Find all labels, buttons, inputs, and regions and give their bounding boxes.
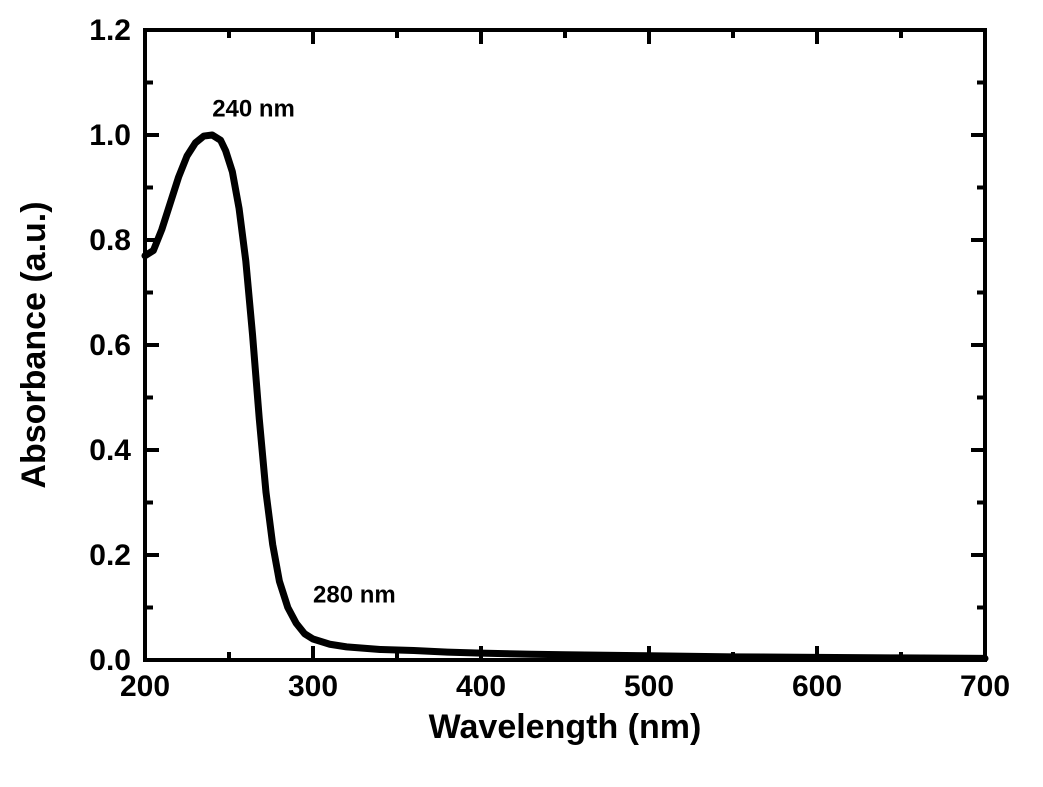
absorbance-chart: 200300400500600700 0.00.20.40.60.81.01.2… [0, 0, 1043, 787]
x-tick-label: 600 [792, 670, 842, 703]
x-tick-label: 400 [456, 670, 506, 703]
y-tick-label: 1.0 [89, 119, 131, 152]
y-tick-label: 0.4 [89, 434, 131, 467]
y-tick-label: 1.2 [89, 14, 131, 47]
annotation-label: 280 nm [313, 581, 396, 608]
x-tick-label: 300 [288, 670, 338, 703]
x-tick-label: 500 [624, 670, 674, 703]
y-tick-label: 0.6 [89, 329, 131, 362]
x-axis-title: Wavelength (nm) [429, 708, 702, 746]
chart-svg: 200300400500600700 0.00.20.40.60.81.01.2… [0, 0, 1043, 787]
y-axis-title: Absorbance (a.u.) [15, 201, 53, 488]
y-tick-label: 0.2 [89, 539, 131, 572]
chart-background [0, 0, 1043, 787]
x-tick-label: 700 [960, 670, 1010, 703]
y-tick-label: 0.8 [89, 224, 131, 257]
annotation-label: 240 nm [212, 96, 295, 123]
y-tick-label: 0.0 [89, 644, 131, 677]
